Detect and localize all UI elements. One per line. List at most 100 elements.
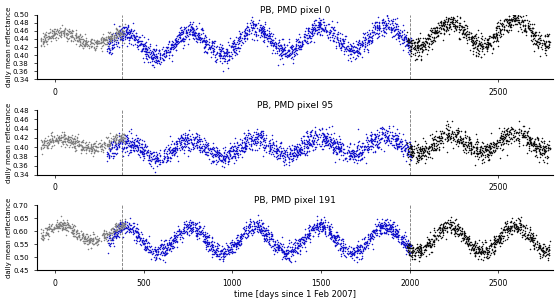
Point [358,247,367,252]
Point [319,146,328,151]
Point [394,235,403,240]
Point [513,12,522,17]
Point [306,34,315,39]
Point [529,36,538,41]
Point [259,238,268,243]
Point [494,25,503,30]
Point [288,159,297,163]
Point [273,153,282,158]
Point [42,141,51,146]
Point [503,132,512,137]
Point [75,142,84,147]
Point [80,141,89,145]
Point [191,225,200,230]
Point [93,142,102,146]
Point [508,18,517,23]
Point [318,27,326,31]
Point [324,230,333,235]
Point [124,227,132,231]
Point [136,242,145,247]
Point [141,47,150,52]
Point [321,139,330,144]
Point [377,221,386,226]
Point [439,227,448,232]
Point [115,226,124,231]
Point [310,24,319,29]
Point [116,229,125,234]
Point [68,132,77,137]
Point [367,29,376,34]
Point [115,218,124,223]
Point [360,240,369,245]
Point [73,135,82,140]
Point [77,233,86,238]
Point [230,144,239,149]
Point [433,228,442,233]
Point [214,252,223,257]
Point [97,138,106,142]
Point [344,248,353,253]
Point [147,247,156,252]
Point [421,243,430,248]
Point [293,243,302,248]
Point [499,134,508,138]
Point [291,258,300,263]
Point [192,32,201,37]
Point [291,47,300,52]
Title: PB, PMD pixel 0: PB, PMD pixel 0 [260,5,330,15]
Point [110,37,119,42]
Point [186,31,195,36]
Point [46,30,55,35]
Point [489,36,498,41]
Point [534,143,543,148]
Point [280,249,288,254]
Point [79,144,88,149]
Point [241,132,250,137]
Point [534,245,543,249]
Point [240,30,249,35]
Point [534,144,543,149]
Point [504,29,513,34]
Point [389,19,397,24]
Point [45,27,54,31]
Point [189,143,198,148]
Point [407,153,416,158]
Point [367,38,376,42]
Point [292,249,301,254]
Point [44,227,53,232]
Point [348,54,357,59]
Point [223,159,232,164]
Point [208,151,217,156]
Point [347,153,356,158]
Point [120,40,129,45]
Point [331,145,340,150]
Point [245,27,254,32]
Point [378,223,387,228]
Point [151,46,160,51]
Point [458,29,467,34]
Point [228,155,236,160]
Point [401,243,410,248]
Point [252,224,260,228]
Point [205,246,214,251]
Point [372,35,381,40]
Point [168,39,177,44]
Point [315,15,324,20]
Point [279,250,288,255]
Point [122,136,131,141]
Point [60,227,69,231]
Point [400,233,409,238]
Point [235,45,244,50]
Point [74,232,83,237]
Point [434,25,443,30]
Point [109,140,118,145]
Point [243,136,252,141]
Point [116,226,125,231]
Point [114,29,123,34]
Point [367,234,376,239]
Point [273,242,282,247]
Point [310,17,319,22]
Point [97,34,106,39]
Point [403,140,412,145]
Point [372,27,381,32]
